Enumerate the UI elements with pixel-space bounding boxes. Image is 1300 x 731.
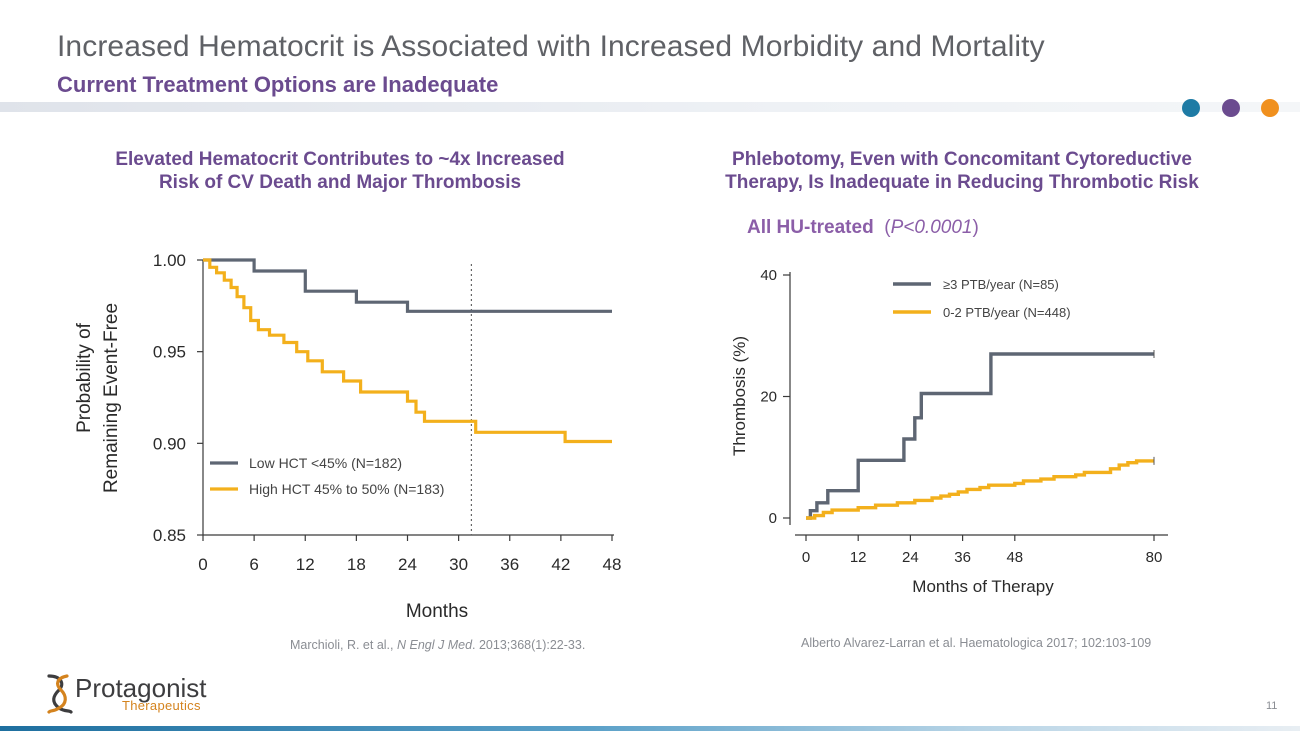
inc-x-tick-label: 24 [902, 549, 919, 566]
km-legend-label-1: Low HCT <45% (N=182) [249, 455, 402, 471]
km-x-tick-label: 0 [198, 555, 207, 574]
right-heading-line-1: Phlebotomy, Even with Concomitant Cytore… [732, 149, 1192, 170]
km-y-tick-label: 0.90 [153, 434, 186, 453]
protagonist-logo-icon [47, 674, 73, 714]
inc-legend-label-1: ≥3 PTB/year (N=85) [943, 277, 1059, 292]
subheading-close-paren: ) [972, 217, 979, 238]
inc-series-line-2 [806, 459, 1154, 520]
subheading-open-paren: ( [873, 217, 891, 238]
km-series-line-1 [203, 258, 612, 313]
inc-x-tick-label: 48 [1006, 549, 1023, 566]
left-citation-journal: N Engl J Med [396, 638, 473, 652]
km-x-tick-label: 30 [449, 555, 468, 574]
inc-y-axis-label: Thrombosis (%) [730, 336, 749, 456]
logo-subtitle: Therapeutics [122, 698, 201, 713]
km-x-tick-label: 6 [249, 555, 258, 574]
inc-x-tick-label: 36 [954, 549, 971, 566]
right-heading-line-2: Therapy, Is Inadequate in Reducing Throm… [725, 172, 1199, 193]
km-x-tick-label: 48 [603, 555, 622, 574]
km-y-axis-label-line-1: Probability of [74, 322, 95, 433]
km-x-tick-label: 36 [500, 555, 519, 574]
km-x-tick-label: 18 [347, 555, 366, 574]
p-value: P<0.0001 [890, 217, 973, 238]
left-citation-suffix: . 2013;368(1):22-33. [472, 638, 586, 652]
header-divider [0, 102, 1300, 112]
blue-dot-icon [1182, 99, 1200, 117]
inc-y-tick-label: 40 [760, 267, 777, 284]
km-x-tick-label: 42 [551, 555, 570, 574]
inc-y-tick-label: 0 [769, 510, 777, 527]
km-series-line-2 [203, 258, 612, 444]
inc-x-tick-label: 0 [802, 549, 810, 566]
left-panel-heading: Elevated Hematocrit Contributes to ~4x I… [60, 148, 620, 194]
km-x-tick-label: 12 [296, 555, 315, 574]
left-citation-prefix: Marchioli, R. et al., [290, 638, 397, 652]
left-heading-line-1: Elevated Hematocrit Contributes to ~4x I… [115, 149, 565, 170]
right-chart-subheading: All HU-treated (P<0.0001) [747, 217, 979, 239]
logo-wordmark: Protagonist [75, 673, 207, 703]
purple-dot-icon [1222, 99, 1240, 117]
page-title: Increased Hematocrit is Associated with … [57, 30, 1045, 63]
inc-x-tick-label: 12 [850, 549, 867, 566]
km-y-axis-label-line-2: Remaining Event-Free [101, 303, 122, 493]
footer-bar [0, 726, 1300, 731]
inc-x-tick-label: 80 [1146, 549, 1163, 566]
right-panel-heading: Phlebotomy, Even with Concomitant Cytore… [682, 148, 1242, 194]
inc-x-axis-label: Months of Therapy [912, 577, 1054, 596]
inc-series-line-1 [806, 352, 1154, 520]
km-x-tick-label: 24 [398, 555, 417, 574]
inc-y-tick-label: 20 [760, 389, 777, 406]
orange-dot-icon [1261, 99, 1279, 117]
km-x-axis-label: Months [406, 601, 468, 622]
right-citation: Alberto Alvarez-Larran et al. Haematolog… [801, 636, 1152, 650]
left-heading-line-2: Risk of CV Death and Major Thrombosis [158, 172, 522, 193]
km-y-tick-label: 0.95 [153, 343, 186, 362]
km-legend-label-2: High HCT 45% to 50% (N=183) [249, 481, 444, 497]
left-citation: Marchioli, R. et al., N Engl J Med. 2013… [290, 638, 585, 652]
page-subtitle: Current Treatment Options are Inadequate [57, 72, 499, 97]
page-number: 11 [1266, 700, 1278, 712]
inc-legend-label-2: 0-2 PTB/year (N=448) [943, 305, 1071, 320]
km-y-tick-label: 1.00 [153, 251, 186, 270]
cohort-label: All HU-treated [747, 217, 874, 238]
km-y-tick-label: 0.85 [153, 526, 186, 545]
